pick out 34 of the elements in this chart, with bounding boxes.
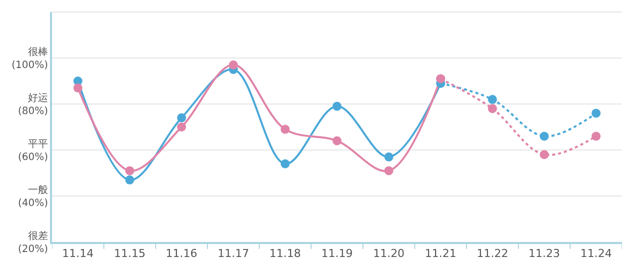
y-tick-label: 一般 (40%): [18, 185, 48, 209]
point: [125, 175, 134, 184]
point: [280, 124, 290, 134]
point: [125, 166, 134, 176]
x-tick-label: 11.24: [580, 247, 612, 260]
point: [540, 132, 549, 141]
point: [177, 113, 186, 122]
y-tick-label: 很棒 (100%): [12, 46, 48, 71]
point: [228, 60, 238, 70]
x-tick-label: 11.17: [218, 247, 250, 260]
point: [592, 132, 601, 141]
x-tick-label: 11.19: [321, 247, 353, 260]
point: [384, 152, 394, 162]
point: [280, 159, 290, 168]
x-tick-label: 11.18: [269, 247, 301, 260]
x-tick-label: 11.20: [373, 247, 405, 260]
point: [332, 136, 342, 146]
y-tick-label: 平平 (60%): [18, 139, 48, 163]
x-tick-label: 11.21: [424, 247, 456, 260]
point: [73, 83, 82, 92]
y-tick-label: 好运 (80%): [18, 92, 48, 117]
point: [488, 104, 497, 114]
y-tick-label: 很差 (20%): [18, 230, 48, 255]
x-tick-label: 11.23: [528, 247, 560, 260]
point: [540, 150, 549, 160]
x-tick-label: 11.22: [476, 247, 508, 260]
point: [592, 108, 601, 118]
point: [488, 94, 497, 104]
point: [177, 122, 186, 132]
x-tick-label: 11.16: [166, 247, 198, 260]
point: [332, 102, 342, 111]
x-tick-label: 11.15: [114, 247, 146, 260]
x-tick-label: 11.14: [62, 247, 94, 260]
point: [384, 166, 394, 176]
